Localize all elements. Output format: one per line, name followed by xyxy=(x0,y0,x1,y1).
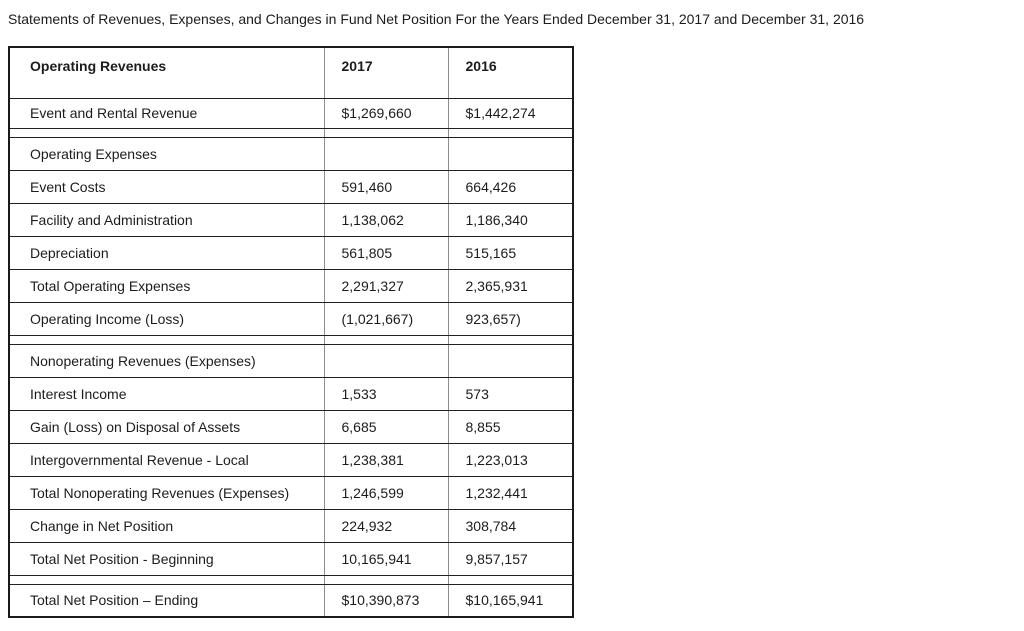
header-year-2016: 2016 xyxy=(447,46,573,99)
value-2016: 1,186,340 xyxy=(447,202,573,237)
value-2017: (1,021,667) xyxy=(323,301,449,336)
table-header: Operating Revenues 2017 2016 xyxy=(9,46,573,99)
value-2017: 591,460 xyxy=(323,169,449,204)
value-2017: $10,390,873 xyxy=(323,583,449,618)
row-label: Total Operating Expenses xyxy=(9,268,325,303)
section-row: Nonoperating Revenues (Expenses) xyxy=(9,343,573,378)
table-row: Facility and Administration 1,138,062 1,18… xyxy=(9,202,573,237)
table-row: Total Net Position - Beginning 10,165,941… xyxy=(9,541,573,576)
table-row: Total Net Position – Ending $10,390,873 $1… xyxy=(9,583,573,618)
table-row: Total Operating Expenses 2,291,327 2,365,9… xyxy=(9,268,573,303)
row-label: Operating Income (Loss) xyxy=(9,301,325,336)
row-label: Total Nonoperating Revenues (Expenses) xyxy=(9,475,325,510)
value-2017: 6,685 xyxy=(323,409,449,444)
row-label xyxy=(9,574,325,585)
header-year-2017: 2017 xyxy=(323,46,449,99)
value-2016: 8,855 xyxy=(447,409,573,444)
spacer-row xyxy=(9,574,573,585)
value-2017 xyxy=(323,343,449,378)
value-2016: 923,657) xyxy=(447,301,573,336)
row-label: Interest Income xyxy=(9,376,325,411)
row-label: Total Net Position – Ending xyxy=(9,583,325,618)
row-label: Intergovernmental Revenue - Local xyxy=(9,442,325,477)
value-2016: 573 xyxy=(447,376,573,411)
value-2017: 224,932 xyxy=(323,508,449,543)
value-2016: 308,784 xyxy=(447,508,573,543)
table-row: Event Costs 591,460 664,426 xyxy=(9,169,573,204)
value-2016 xyxy=(447,136,573,171)
value-2017: 2,291,327 xyxy=(323,268,449,303)
row-label: Change in Net Position xyxy=(9,508,325,543)
row-label xyxy=(9,127,325,138)
table-row: Interest Income 1,533 573 xyxy=(9,376,573,411)
row-label: Facility and Administration xyxy=(9,202,325,237)
value-2017: 1,238,381 xyxy=(323,442,449,477)
value-2017: $1,269,660 xyxy=(323,97,449,129)
table-row: Event and Rental Revenue $1,269,660 $1,442… xyxy=(9,97,573,129)
value-2016: 664,426 xyxy=(447,169,573,204)
value-2016 xyxy=(447,127,573,138)
section-row: Operating Expenses xyxy=(9,136,573,171)
page-title: Statements of Revenues, Expenses, and Ch… xyxy=(8,11,865,27)
value-2017: 561,805 xyxy=(323,235,449,270)
value-2017: 1,138,062 xyxy=(323,202,449,237)
value-2017 xyxy=(323,136,449,171)
row-label xyxy=(9,334,325,345)
row-label: Total Net Position - Beginning xyxy=(9,541,325,576)
value-2016: 1,232,441 xyxy=(447,475,573,510)
table-row: Gain (Loss) on Disposal of Assets 6,685 8,… xyxy=(9,409,573,444)
row-label: Operating Expenses xyxy=(9,136,325,171)
table-row: Change in Net Position 224,932 308,784 xyxy=(9,508,573,543)
value-2016: 1,223,013 xyxy=(447,442,573,477)
row-label: Event and Rental Revenue xyxy=(9,97,325,129)
value-2016: $1,442,274 xyxy=(447,97,573,129)
value-2016 xyxy=(447,574,573,585)
row-label: Depreciation xyxy=(9,235,325,270)
row-label: Gain (Loss) on Disposal of Assets xyxy=(9,409,325,444)
table-row: Depreciation 561,805 515,165 xyxy=(9,235,573,270)
header-row: Operating Revenues 2017 2016 xyxy=(9,46,573,99)
spacer-row xyxy=(9,334,573,345)
value-2017: 10,165,941 xyxy=(323,541,449,576)
row-label: Nonoperating Revenues (Expenses) xyxy=(9,343,325,378)
table-row: Total Nonoperating Revenues (Expenses) 1,… xyxy=(9,475,573,510)
value-2017 xyxy=(323,574,449,585)
table-body: Event and Rental Revenue $1,269,660 $1,442… xyxy=(9,97,573,618)
header-operating-revenues: Operating Revenues xyxy=(9,46,325,99)
value-2016: 2,365,931 xyxy=(447,268,573,303)
value-2017 xyxy=(323,334,449,345)
spacer-row xyxy=(9,127,573,138)
financial-statement-table: Operating Revenues 2017 2016 Event and R… xyxy=(8,46,574,618)
table-row: Intergovernmental Revenue - Local 1,238,3… xyxy=(9,442,573,477)
value-2016 xyxy=(447,334,573,345)
table-row: Operating Income (Loss) (1,021,667) 923,65… xyxy=(9,301,573,336)
value-2017: 1,246,599 xyxy=(323,475,449,510)
row-label: Event Costs xyxy=(9,169,325,204)
value-2016: 9,857,157 xyxy=(447,541,573,576)
value-2016 xyxy=(447,343,573,378)
value-2016: 515,165 xyxy=(447,235,573,270)
value-2017 xyxy=(323,127,449,138)
value-2016: $10,165,941 xyxy=(447,583,573,618)
value-2017: 1,533 xyxy=(323,376,449,411)
